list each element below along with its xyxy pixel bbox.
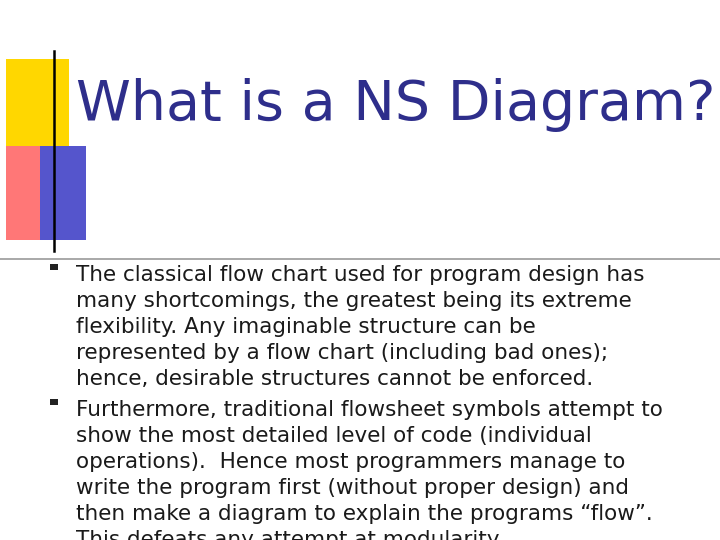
Text: What is a NS Diagram?: What is a NS Diagram? (76, 78, 715, 132)
Text: Furthermore, traditional flowsheet symbols attempt to
show the most detailed lev: Furthermore, traditional flowsheet symbo… (76, 400, 662, 540)
Bar (50, 264, 58, 270)
Bar (6, 59, 69, 151)
Text: The classical flow chart used for program design has
many shortcomings, the grea: The classical flow chart used for progra… (76, 265, 644, 389)
Bar (6, 146, 53, 240)
Bar (50, 399, 58, 405)
Bar (40, 146, 86, 240)
